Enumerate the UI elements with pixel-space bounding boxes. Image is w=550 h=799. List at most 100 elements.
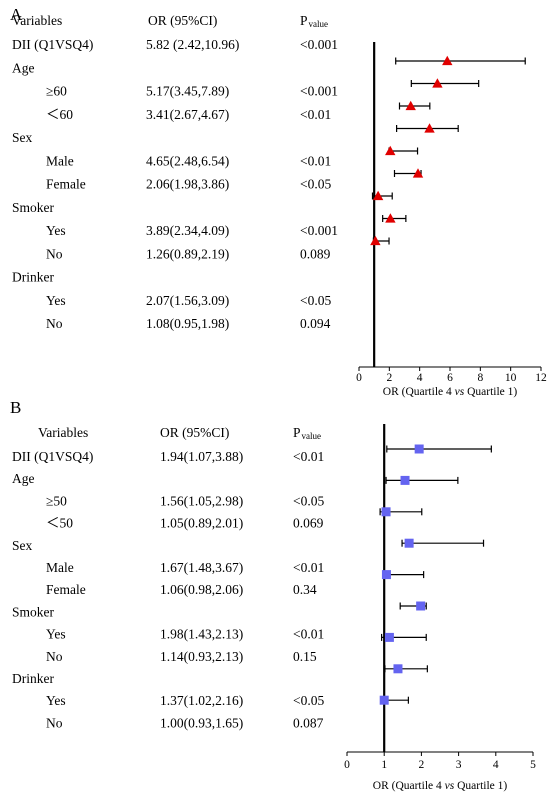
or-marker bbox=[442, 55, 453, 66]
table-row: Age bbox=[12, 60, 35, 75]
row-or-ci: 5.82 (2.42,10.96) bbox=[146, 37, 239, 52]
table-row: Smoker bbox=[12, 200, 55, 215]
table-row: Male 1.67(1.48,3.67) <0.01 bbox=[46, 560, 324, 575]
row-p-value: <0.05 bbox=[300, 293, 331, 308]
row-p-value: <0.01 bbox=[300, 107, 331, 122]
row-or-ci: 1.06(0.98,2.06) bbox=[160, 582, 243, 597]
or-marker bbox=[393, 664, 403, 674]
x-tick-label: 0 bbox=[344, 759, 350, 771]
row-label: Drinker bbox=[12, 671, 54, 686]
or-marker bbox=[381, 570, 391, 580]
x-tick-label: 4 bbox=[493, 759, 499, 771]
row-label: Yes bbox=[46, 293, 66, 308]
row-label: Male bbox=[46, 153, 74, 168]
or-marker bbox=[432, 78, 443, 88]
row-or-ci: 1.94(1.07,3.88) bbox=[160, 449, 243, 464]
x-tick-label: 4 bbox=[417, 372, 423, 384]
header-p-value: Pvalue bbox=[300, 13, 328, 29]
row-p-value: 0.094 bbox=[300, 316, 331, 331]
or-marker bbox=[405, 100, 416, 111]
x-tick-label: 1 bbox=[381, 759, 387, 771]
row-p-value: <0.05 bbox=[293, 493, 324, 508]
x-tick-label: 10 bbox=[505, 372, 517, 384]
table-row: Sex bbox=[12, 130, 33, 145]
or-marker bbox=[414, 444, 424, 454]
or-marker bbox=[416, 601, 426, 611]
row-or-ci: 1.67(1.48,3.67) bbox=[160, 560, 243, 575]
row-p-value: 0.069 bbox=[293, 516, 324, 531]
row-p-value: <0.001 bbox=[300, 84, 338, 99]
row-label: Sex bbox=[12, 130, 33, 145]
row-or-ci: 3.41(2.67,4.67) bbox=[146, 107, 229, 122]
x-axis-label-post: Quartile 1) bbox=[454, 780, 507, 792]
table-row: Smoker bbox=[12, 604, 55, 619]
row-or-ci: 3.89(2.34,4.09) bbox=[146, 223, 229, 238]
row-p-value: 0.34 bbox=[293, 582, 317, 597]
row-or-ci: 1.14(0.93,2.13) bbox=[160, 649, 243, 664]
row-label: Yes bbox=[46, 223, 66, 238]
row-or-ci: 5.17(3.45,7.89) bbox=[146, 84, 229, 99]
row-or-ci: 1.37(1.02,2.16) bbox=[160, 693, 243, 708]
table-row: No 1.00(0.93,1.65) 0.087 bbox=[46, 715, 324, 730]
row-or-ci: 1.05(0.89,2.01) bbox=[160, 516, 243, 531]
x-tick-label: 2 bbox=[386, 372, 392, 384]
x-tick-label: 0 bbox=[356, 372, 362, 384]
row-label: Yes bbox=[46, 627, 66, 642]
table-row: Sex bbox=[12, 538, 33, 553]
panel-b: B Variables OR (95%CI) Pvalue DII (Q1VSQ4) 1.… bbox=[10, 398, 536, 792]
or-marker bbox=[385, 213, 396, 223]
row-p-value: <0.001 bbox=[300, 37, 338, 52]
row-or-ci: 1.00(0.93,1.65) bbox=[160, 715, 243, 730]
table-row: ≥50 1.56(1.05,2.98) <0.05 bbox=[46, 493, 324, 508]
row-p-value: <0.01 bbox=[293, 449, 324, 464]
x-axis-label-vs: vs bbox=[445, 780, 455, 792]
row-label: Age bbox=[12, 60, 35, 75]
or-marker bbox=[379, 695, 389, 705]
header-p-value: Pvalue bbox=[293, 425, 321, 441]
row-label: Female bbox=[46, 582, 86, 597]
row-p-value: <0.05 bbox=[293, 693, 324, 708]
or-marker bbox=[404, 538, 414, 548]
row-or-ci: 1.56(1.05,2.98) bbox=[160, 493, 243, 508]
or-marker bbox=[372, 190, 384, 201]
row-label: Male bbox=[46, 560, 74, 575]
table-row: Yes 1.37(1.02,2.16) <0.05 bbox=[46, 693, 324, 708]
row-label: No bbox=[46, 316, 63, 331]
row-label: Age bbox=[12, 471, 35, 486]
row-or-ci: 2.07(1.56,3.09) bbox=[146, 293, 229, 308]
or-marker bbox=[400, 475, 410, 485]
row-p-value: 0.087 bbox=[293, 715, 324, 730]
table-row: No 1.26(0.89,2.19) 0.089 bbox=[46, 246, 331, 261]
or-marker bbox=[370, 235, 381, 246]
table-row: ＜50 1.05(0.89,2.01) 0.069 bbox=[46, 516, 324, 531]
table-row: Female 2.06(1.98,3.86) <0.05 bbox=[46, 177, 331, 192]
row-label: No bbox=[46, 649, 63, 664]
row-p-value: <0.01 bbox=[293, 560, 324, 575]
row-p-value: <0.01 bbox=[293, 627, 324, 642]
table-row: Yes 1.98(1.43,2.13) <0.01 bbox=[46, 627, 324, 642]
x-axis-label-vs: vs bbox=[455, 386, 465, 398]
row-label: ≥60 bbox=[46, 84, 67, 99]
or-marker bbox=[385, 145, 396, 156]
row-label: ≥50 bbox=[46, 493, 67, 508]
x-tick-label: 3 bbox=[456, 759, 462, 771]
row-label: Smoker bbox=[12, 200, 55, 215]
x-tick-label: 6 bbox=[447, 372, 453, 384]
header-variables: Variables bbox=[12, 13, 62, 28]
row-or-ci: 1.26(0.89,2.19) bbox=[146, 246, 229, 261]
table-row: Male 4.65(2.48,6.54) <0.01 bbox=[46, 153, 331, 168]
row-p-value: 0.089 bbox=[300, 246, 331, 261]
row-or-ci: 1.08(0.95,1.98) bbox=[146, 316, 229, 331]
row-p-value: <0.001 bbox=[300, 223, 338, 238]
row-label: Yes bbox=[46, 693, 66, 708]
header-p-main: P bbox=[293, 425, 301, 440]
table-row: Drinker bbox=[12, 270, 54, 285]
table-row: No 1.14(0.93,2.13) 0.15 bbox=[46, 649, 317, 664]
table-row: DII (Q1VSQ4) 1.94(1.07,3.88) <0.01 bbox=[12, 449, 324, 464]
row-label: Smoker bbox=[12, 604, 55, 619]
table-row: Yes 3.89(2.34,4.09) <0.001 bbox=[46, 223, 338, 238]
row-label: ＜50 bbox=[46, 516, 73, 531]
panel-label: B bbox=[10, 398, 21, 417]
